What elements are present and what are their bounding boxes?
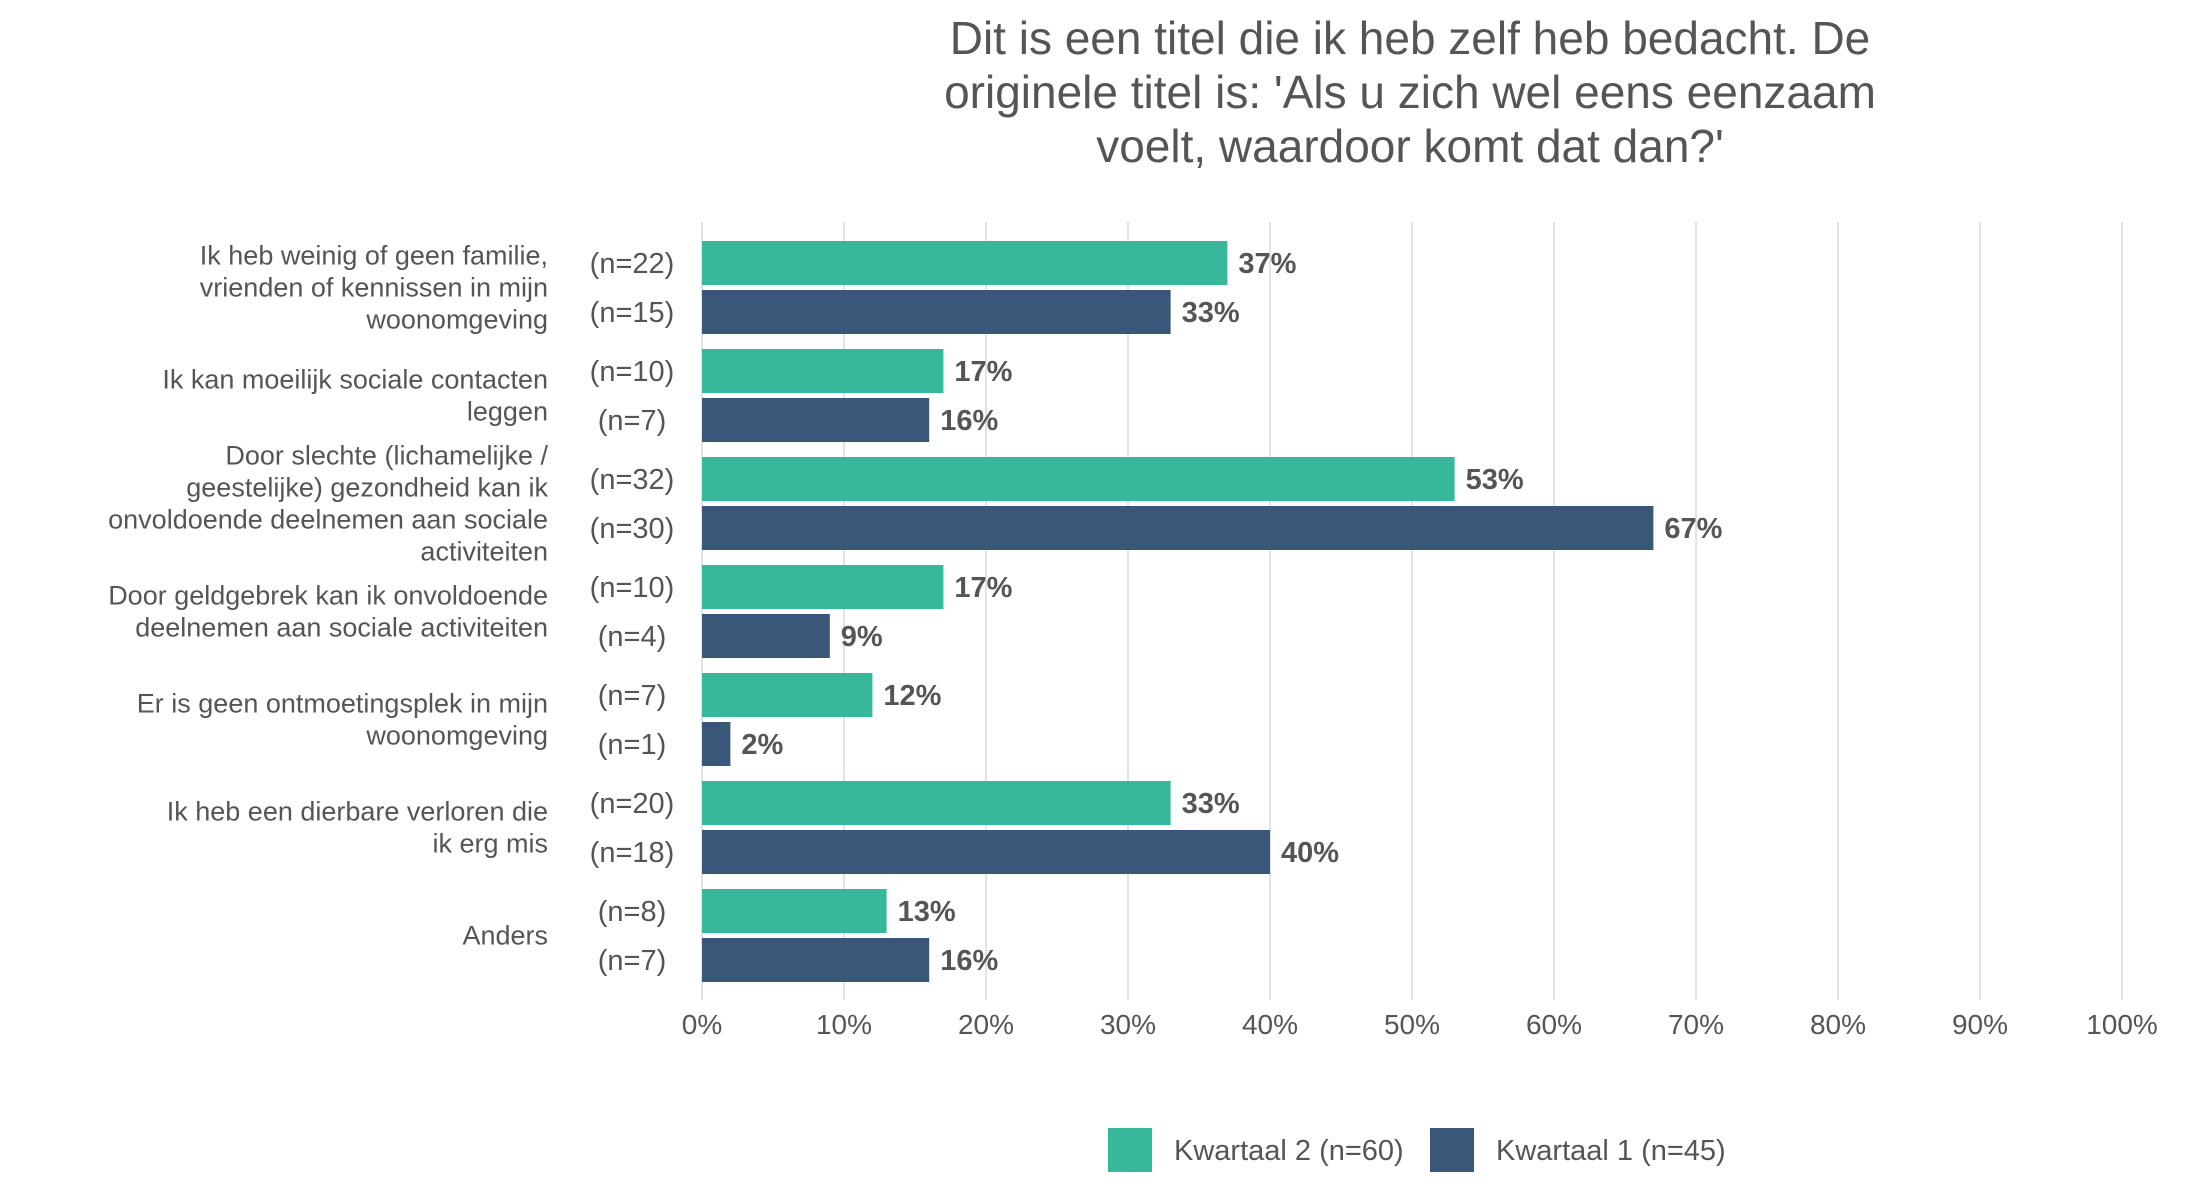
bar: [702, 565, 944, 609]
bar: [702, 349, 944, 393]
value-label: 33%: [1182, 788, 1240, 820]
value-label: 13%: [898, 896, 956, 928]
chart-title-line: voelt, waardoor komt dat dan?': [1096, 120, 1724, 172]
x-tick-label: 40%: [1242, 1009, 1298, 1040]
bar: [702, 506, 1654, 550]
count-label: (n=4): [598, 621, 667, 653]
count-label: (n=18): [590, 837, 675, 869]
legend-label: Kwartaal 2 (n=60): [1174, 1135, 1404, 1167]
category-label: deelnemen aan sociale activiteiten: [135, 613, 548, 643]
count-label: (n=10): [590, 572, 675, 604]
legend-swatch: [1430, 1128, 1474, 1172]
category-group: Door geldgebrek kan ik onvoldoendedeelne…: [108, 565, 1013, 658]
bar: [702, 241, 1228, 285]
chart-title-line: Dit is een titel die ik heb zelf heb bed…: [950, 12, 1871, 64]
bar: [702, 398, 930, 442]
category-group: Door slechte (lichamelijke /geestelijke)…: [108, 441, 1723, 567]
value-label: 12%: [883, 680, 941, 712]
category-label: Er is geen ontmoetingsplek in mijn: [137, 689, 548, 719]
x-tick-label: 100%: [2086, 1009, 2158, 1040]
x-tick-label: 70%: [1668, 1009, 1724, 1040]
bar: [702, 722, 731, 766]
bar: [702, 290, 1171, 334]
bar: [702, 673, 873, 717]
bar: [702, 889, 887, 933]
category-label: Ik heb een dierbare verloren die: [167, 797, 548, 827]
value-label: 33%: [1182, 297, 1240, 329]
legend-swatch: [1108, 1128, 1152, 1172]
bar: [702, 781, 1171, 825]
count-label: (n=15): [590, 297, 675, 329]
value-label: 53%: [1466, 464, 1524, 496]
count-label: (n=7): [598, 680, 667, 712]
gridlines: [701, 222, 2123, 1000]
count-label: (n=7): [598, 405, 667, 437]
legend-label: Kwartaal 1 (n=45): [1496, 1135, 1726, 1167]
category-label: leggen: [467, 397, 548, 427]
value-label: 16%: [940, 945, 998, 977]
category-label: onvoldoende deelnemen aan sociale: [108, 505, 548, 535]
category-label: geestelijke) gezondheid kan ik: [186, 473, 548, 503]
value-label: 37%: [1238, 248, 1296, 280]
x-tick-label: 50%: [1384, 1009, 1440, 1040]
value-label: 67%: [1664, 513, 1722, 545]
x-tick-label: 90%: [1952, 1009, 2008, 1040]
category-label: woonomgeving: [365, 721, 548, 751]
chart-title-line: originele titel is: 'Als u zich wel eens…: [944, 66, 1876, 118]
count-label: (n=32): [590, 464, 675, 496]
x-axis-ticks: 0% 10% 20% 30% 40% 50% 60% 70% 80% 90% 100%: [682, 1009, 2158, 1040]
x-tick-label: 20%: [958, 1009, 1014, 1040]
count-label: (n=20): [590, 788, 675, 820]
category-group: Er is geen ontmoetingsplek in mijnwoonom…: [137, 673, 942, 766]
category-label: Ik kan moeilijk sociale contacten: [162, 365, 548, 395]
x-tick-label: 80%: [1810, 1009, 1866, 1040]
x-tick-label: 60%: [1526, 1009, 1582, 1040]
chart-title: Dit is een titel die ik heb zelf heb bed…: [944, 12, 1876, 172]
category-label: Ik heb weinig of geen familie,: [200, 241, 548, 271]
count-label: (n=1): [598, 729, 667, 761]
category-label: ik erg mis: [432, 829, 548, 859]
category-group: Anders (n=8) 13% (n=7) 16%: [462, 889, 998, 982]
bar: [702, 457, 1455, 501]
legend: Kwartaal 2 (n=60) Kwartaal 1 (n=45): [1108, 1128, 1726, 1172]
count-label: (n=7): [598, 945, 667, 977]
category-label: Door slechte (lichamelijke /: [225, 441, 548, 471]
bar: [702, 614, 830, 658]
count-label: (n=30): [590, 513, 675, 545]
x-tick-label: 0%: [682, 1009, 722, 1040]
value-label: 40%: [1281, 837, 1339, 869]
count-label: (n=22): [590, 248, 675, 280]
value-label: 16%: [940, 405, 998, 437]
category-label: vrienden of kennissen in mijn: [200, 273, 548, 303]
bars: Ik heb weinig of geen familie,vrienden o…: [108, 241, 1723, 982]
bar: [702, 938, 930, 982]
value-label: 2%: [741, 729, 783, 761]
category-label: woonomgeving: [365, 305, 548, 335]
value-label: 9%: [841, 621, 883, 653]
value-label: 17%: [954, 356, 1012, 388]
category-label: Door geldgebrek kan ik onvoldoende: [108, 581, 548, 611]
x-tick-label: 10%: [816, 1009, 872, 1040]
x-tick-label: 30%: [1100, 1009, 1156, 1040]
count-label: (n=10): [590, 356, 675, 388]
category-label: Anders: [462, 921, 548, 951]
bar: [702, 830, 1270, 874]
category-group: Ik heb weinig of geen familie,vrienden o…: [200, 241, 1297, 335]
category-label: activiteiten: [420, 537, 548, 567]
value-label: 17%: [954, 572, 1012, 604]
count-label: (n=8): [598, 896, 667, 928]
